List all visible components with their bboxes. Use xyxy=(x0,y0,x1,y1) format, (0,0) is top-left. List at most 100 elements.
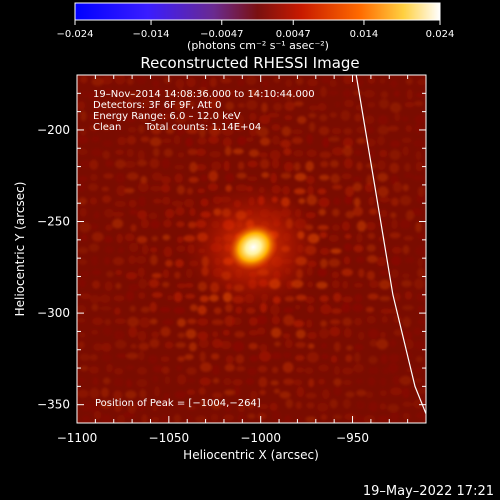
speckle-cell xyxy=(404,101,415,108)
speckle-cell xyxy=(380,308,392,314)
speckle-cell xyxy=(214,90,222,102)
speckle-cell xyxy=(113,330,125,340)
speckle-cell xyxy=(106,270,114,278)
speckle-cell xyxy=(331,279,340,289)
speckle-cell xyxy=(77,182,86,192)
flare-source xyxy=(228,223,279,271)
speckle-cell xyxy=(236,172,247,179)
speckle-cell xyxy=(269,402,278,411)
speckle-cell xyxy=(140,175,148,184)
speckle-cell xyxy=(328,136,340,142)
speckle-cell xyxy=(123,411,135,419)
speckle-cell xyxy=(208,125,221,137)
speckle-cell xyxy=(294,162,301,172)
speckle-cell xyxy=(363,414,376,423)
speckle-cell xyxy=(416,412,426,419)
speckle-cell xyxy=(102,124,111,131)
speckle-cell xyxy=(138,196,147,207)
speckle-cell xyxy=(379,98,390,109)
speckle-cell xyxy=(105,363,113,373)
speckle-cell xyxy=(232,341,245,352)
speckle-cell xyxy=(412,175,424,181)
speckle-cell xyxy=(162,234,171,241)
speckle-cell xyxy=(127,92,140,98)
annotation-peak-position: Position of Peak = [−1004,−264] xyxy=(95,398,261,409)
speckle-cell xyxy=(394,112,401,122)
speckle-cell xyxy=(366,244,376,252)
colorbar-tick-label: −0.014 xyxy=(133,29,170,40)
speckle-cell xyxy=(377,135,385,146)
speckle-cell xyxy=(174,259,184,268)
speckle-cell xyxy=(113,377,124,388)
speckle-cell xyxy=(224,146,232,156)
speckle-cell xyxy=(284,90,294,100)
speckle-cell xyxy=(140,218,150,229)
speckle-cell xyxy=(248,317,258,326)
speckle-cell xyxy=(342,145,353,157)
speckle-cell xyxy=(404,256,415,264)
speckle-cell xyxy=(114,200,127,208)
speckle-cell xyxy=(177,236,184,244)
speckle-cell xyxy=(320,160,329,168)
speckle-cell xyxy=(247,160,258,168)
speckle-cell xyxy=(354,352,361,363)
speckle-cell xyxy=(270,172,278,184)
speckle-cell xyxy=(261,102,268,113)
speckle-cell xyxy=(151,235,158,242)
speckle-cell xyxy=(306,194,318,206)
speckle-cell xyxy=(343,256,351,265)
speckle-cell xyxy=(333,292,342,303)
speckle-cell xyxy=(114,100,122,108)
speckle-cell xyxy=(331,271,340,279)
speckle-cell xyxy=(93,342,103,352)
speckle-cell xyxy=(139,112,149,123)
speckle-cell xyxy=(124,187,135,194)
speckle-cell xyxy=(281,126,292,137)
speckle-cell xyxy=(232,316,242,326)
speckle-cell xyxy=(306,402,315,409)
colorbar-tick-label: 0.024 xyxy=(426,29,455,40)
speckle-cell xyxy=(114,339,127,349)
speckle-cell xyxy=(209,77,217,88)
speckle-cell xyxy=(128,326,138,338)
speckle-cell xyxy=(245,400,255,410)
speckle-cell xyxy=(329,79,338,88)
speckle-cell xyxy=(135,75,147,85)
speckle-cell xyxy=(271,91,281,101)
speckle-cell xyxy=(343,99,355,108)
speckle-cell xyxy=(77,136,89,144)
speckle-cell xyxy=(176,185,185,195)
speckle-cell xyxy=(262,80,269,88)
speckle-cell xyxy=(377,186,389,197)
speckle-cell xyxy=(353,89,363,97)
speckle-cell xyxy=(116,414,126,423)
speckle-cell xyxy=(89,124,99,132)
speckle-cell xyxy=(224,315,235,327)
speckle-cell xyxy=(321,353,329,360)
speckle-cell xyxy=(279,391,291,399)
speckle-cell xyxy=(345,210,355,219)
speckle-cell xyxy=(344,186,355,197)
speckle-cell xyxy=(354,317,363,326)
speckle-cell xyxy=(341,302,351,313)
speckle-cell xyxy=(283,307,294,313)
speckle-cell xyxy=(184,282,194,288)
speckle-cell xyxy=(104,281,113,292)
speckle-cell xyxy=(417,186,425,197)
speckle-cell xyxy=(391,255,402,266)
speckle-cell xyxy=(378,220,387,229)
speckle-cell xyxy=(126,98,133,109)
speckle-cell xyxy=(367,76,376,85)
speckle-cell xyxy=(366,315,377,324)
speckle-cell xyxy=(368,328,379,339)
speckle-cell xyxy=(282,333,291,339)
speckle-cell xyxy=(141,89,150,100)
annotation-algorithm: Clean xyxy=(93,122,121,133)
speckle-cell xyxy=(125,390,137,399)
speckle-cell xyxy=(136,235,148,244)
speckle-cell xyxy=(318,378,325,385)
speckle-cell xyxy=(163,219,172,228)
speckle-cell xyxy=(343,127,353,135)
speckle-cell xyxy=(232,378,243,386)
speckle-cell xyxy=(308,112,317,119)
